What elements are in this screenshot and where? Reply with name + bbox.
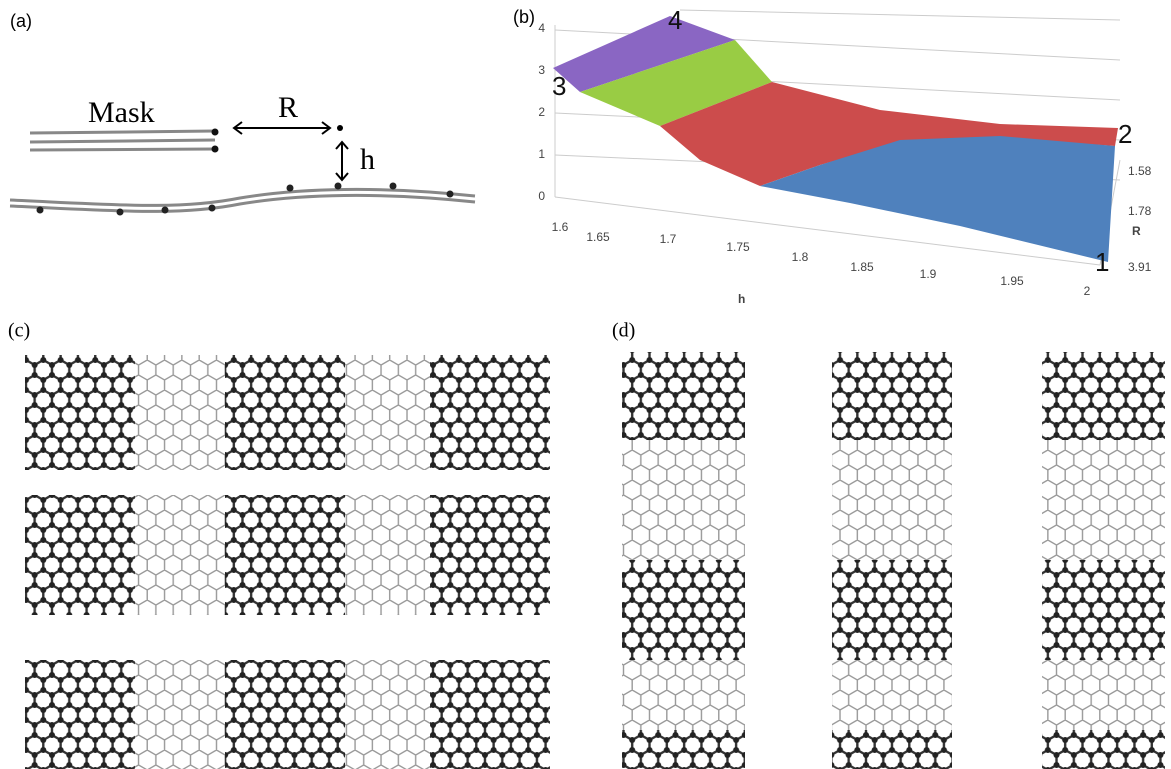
- atom: [337, 125, 343, 131]
- h-tick-label: 1.95: [1000, 274, 1024, 288]
- panel-label: (a): [10, 11, 32, 31]
- pristine-region: [345, 495, 430, 615]
- z-tick-label: 0: [538, 189, 545, 203]
- z-tick-label: 2: [538, 105, 545, 119]
- r-axis-label: R: [1132, 224, 1141, 238]
- passivated-region: [25, 495, 135, 615]
- atom: [212, 129, 219, 136]
- passivated-region: [1042, 560, 1165, 660]
- h-tick-label: 1.9: [920, 267, 937, 281]
- height-label: h: [360, 143, 375, 176]
- passivated-region: [1042, 352, 1165, 440]
- pristine-region: [345, 355, 430, 470]
- panel-label: (b): [513, 7, 535, 27]
- lattice-c: [25, 355, 550, 769]
- h-tick-label: 1.6: [552, 220, 569, 234]
- passivated-region: [622, 352, 745, 440]
- mask-label: Mask: [88, 96, 155, 129]
- passivated-region: [225, 495, 345, 615]
- panel-label: (c): [8, 320, 30, 342]
- atom: [212, 146, 219, 153]
- region-label: 2: [1118, 119, 1132, 149]
- r-tick-label: 3.91: [1128, 260, 1152, 274]
- passivated-region: [225, 660, 345, 769]
- h-tick-label: 1.65: [586, 230, 610, 244]
- pristine-region: [135, 660, 225, 769]
- distance-arrow: [234, 122, 348, 180]
- region-label: 3: [552, 71, 566, 101]
- h-tick-label: 1.75: [726, 240, 750, 254]
- passivated-region: [430, 495, 550, 615]
- h-tick-label: 1.8: [792, 250, 809, 264]
- r-tick-label: 1.78: [1128, 204, 1152, 218]
- pristine-region: [622, 660, 745, 730]
- z-tick-label: 4: [538, 21, 545, 35]
- h-tick-label: 1.7: [660, 232, 677, 246]
- pristine-region: [622, 440, 745, 560]
- passivated-region: [430, 660, 550, 769]
- pristine-region: [135, 355, 225, 470]
- passivated-region: [622, 560, 745, 660]
- distance-label: R: [278, 91, 298, 124]
- z-tick-label: 3: [538, 63, 545, 77]
- pristine-region: [135, 495, 225, 615]
- substrate-layer: [10, 189, 475, 211]
- h-axis-label: h: [738, 292, 745, 306]
- passivated-region: [430, 355, 550, 470]
- region-label: 4: [668, 5, 682, 35]
- h-tick-label: 1.85: [850, 260, 874, 274]
- passivated-region: [832, 560, 952, 660]
- h-tick-label: 2: [1084, 284, 1091, 298]
- panel-label: (d): [612, 320, 635, 342]
- z-tick-label: 1: [538, 147, 545, 161]
- passivated-region: [622, 730, 745, 769]
- passivated-region: [832, 730, 952, 769]
- pristine-region: [832, 660, 952, 730]
- surface: [553, 16, 1118, 262]
- passivated-region: [1042, 730, 1165, 769]
- pristine-region: [1042, 440, 1165, 560]
- passivated-region: [832, 352, 952, 440]
- passivated-region: [25, 660, 135, 769]
- passivated-region: [225, 355, 345, 470]
- figure: (a) Mask R h (b) 012341.61.651.71.751.81…: [0, 0, 1171, 769]
- passivated-region: [25, 355, 135, 470]
- pristine-region: [345, 660, 430, 769]
- mask-layer: [30, 131, 215, 150]
- r-tick-label: 1.58: [1128, 164, 1152, 178]
- pristine-region: [1042, 660, 1165, 730]
- lattice-d: [622, 352, 1165, 769]
- region-label: 1: [1095, 247, 1109, 277]
- pristine-region: [832, 440, 952, 560]
